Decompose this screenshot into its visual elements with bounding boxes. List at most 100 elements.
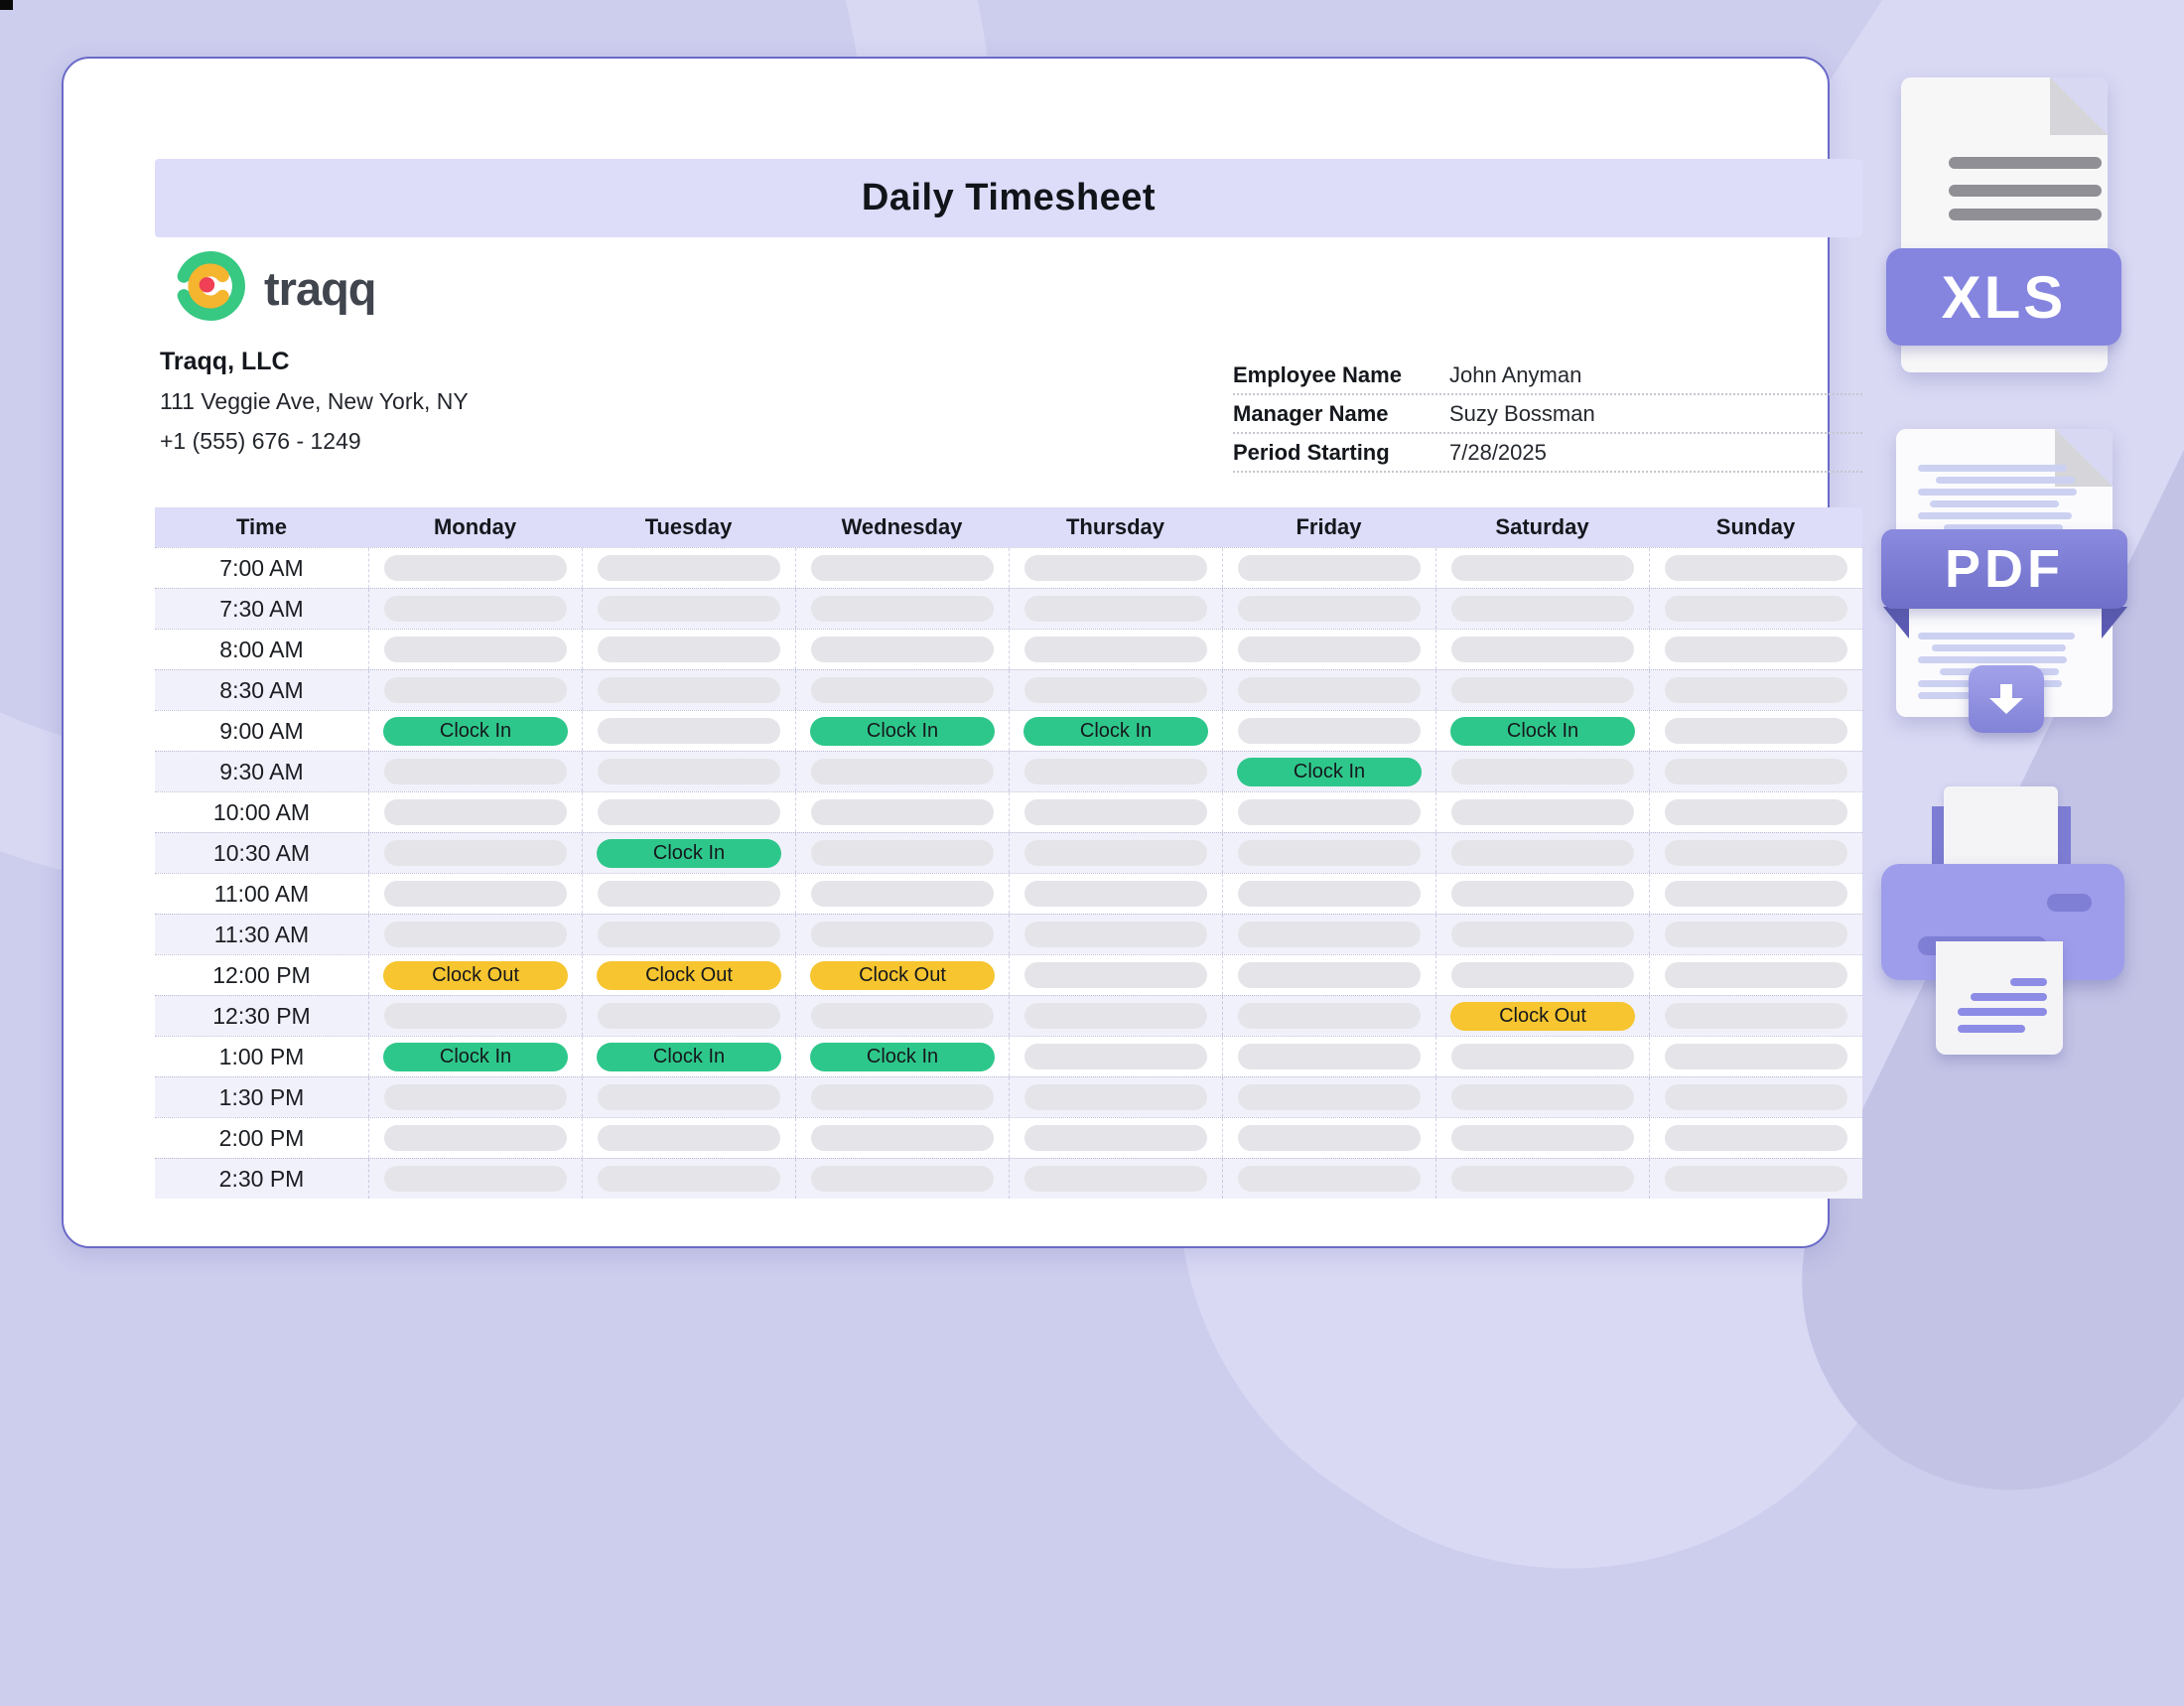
empty-slot-pill[interactable] <box>598 1166 780 1192</box>
empty-slot-pill[interactable] <box>1665 555 1847 581</box>
empty-slot-pill[interactable] <box>1238 637 1421 662</box>
empty-slot-pill[interactable] <box>1024 881 1207 907</box>
empty-slot-pill[interactable] <box>598 799 780 825</box>
empty-slot-pill[interactable] <box>1024 922 1207 947</box>
empty-slot-pill[interactable] <box>1451 1084 1634 1110</box>
clock-out-button[interactable]: Clock Out <box>597 960 781 990</box>
empty-slot-pill[interactable] <box>1024 596 1207 622</box>
empty-slot-pill[interactable] <box>811 555 994 581</box>
empty-slot-pill[interactable] <box>1451 596 1634 622</box>
empty-slot-pill[interactable] <box>598 677 780 703</box>
empty-slot-pill[interactable] <box>1024 799 1207 825</box>
empty-slot-pill[interactable] <box>1238 1125 1421 1151</box>
empty-slot-pill[interactable] <box>384 759 567 784</box>
empty-slot-pill[interactable] <box>1451 677 1634 703</box>
empty-slot-pill[interactable] <box>1665 718 1847 744</box>
empty-slot-pill[interactable] <box>1238 962 1421 988</box>
empty-slot-pill[interactable] <box>811 840 994 866</box>
empty-slot-pill[interactable] <box>1665 759 1847 784</box>
empty-slot-pill[interactable] <box>1238 1166 1421 1192</box>
empty-slot-pill[interactable] <box>384 881 567 907</box>
pdf-export-icon[interactable]: PDF <box>1881 424 2129 737</box>
empty-slot-pill[interactable] <box>1024 637 1207 662</box>
empty-slot-pill[interactable] <box>1451 922 1634 947</box>
empty-slot-pill[interactable] <box>384 1084 567 1110</box>
empty-slot-pill[interactable] <box>1238 922 1421 947</box>
clock-out-button[interactable]: Clock Out <box>383 960 568 990</box>
download-button-icon[interactable] <box>1969 665 2044 733</box>
empty-slot-pill[interactable] <box>384 596 567 622</box>
clock-in-button[interactable]: Clock In <box>1450 716 1635 746</box>
empty-slot-pill[interactable] <box>598 759 780 784</box>
empty-slot-pill[interactable] <box>1665 1003 1847 1029</box>
empty-slot-pill[interactable] <box>1665 1044 1847 1069</box>
empty-slot-pill[interactable] <box>1024 1044 1207 1069</box>
print-icon[interactable] <box>1866 780 2134 1067</box>
empty-slot-pill[interactable] <box>1024 555 1207 581</box>
empty-slot-pill[interactable] <box>384 555 567 581</box>
empty-slot-pill[interactable] <box>384 677 567 703</box>
empty-slot-pill[interactable] <box>1238 718 1421 744</box>
empty-slot-pill[interactable] <box>811 596 994 622</box>
empty-slot-pill[interactable] <box>598 1084 780 1110</box>
empty-slot-pill[interactable] <box>1238 677 1421 703</box>
empty-slot-pill[interactable] <box>598 555 780 581</box>
empty-slot-pill[interactable] <box>1665 881 1847 907</box>
empty-slot-pill[interactable] <box>384 1125 567 1151</box>
empty-slot-pill[interactable] <box>1024 759 1207 784</box>
empty-slot-pill[interactable] <box>1665 1125 1847 1151</box>
empty-slot-pill[interactable] <box>1024 1084 1207 1110</box>
empty-slot-pill[interactable] <box>384 1003 567 1029</box>
empty-slot-pill[interactable] <box>811 677 994 703</box>
empty-slot-pill[interactable] <box>1451 555 1634 581</box>
empty-slot-pill[interactable] <box>811 1166 994 1192</box>
empty-slot-pill[interactable] <box>598 922 780 947</box>
empty-slot-pill[interactable] <box>1024 677 1207 703</box>
empty-slot-pill[interactable] <box>1238 596 1421 622</box>
empty-slot-pill[interactable] <box>1238 1044 1421 1069</box>
empty-slot-pill[interactable] <box>811 1003 994 1029</box>
empty-slot-pill[interactable] <box>1238 555 1421 581</box>
empty-slot-pill[interactable] <box>1451 840 1634 866</box>
empty-slot-pill[interactable] <box>1024 1003 1207 1029</box>
empty-slot-pill[interactable] <box>811 881 994 907</box>
clock-in-button[interactable]: Clock In <box>597 1042 781 1071</box>
empty-slot-pill[interactable] <box>598 881 780 907</box>
empty-slot-pill[interactable] <box>1024 1166 1207 1192</box>
empty-slot-pill[interactable] <box>811 759 994 784</box>
empty-slot-pill[interactable] <box>598 1125 780 1151</box>
clock-in-button[interactable]: Clock In <box>1237 757 1422 786</box>
empty-slot-pill[interactable] <box>1451 1044 1634 1069</box>
empty-slot-pill[interactable] <box>811 1125 994 1151</box>
empty-slot-pill[interactable] <box>598 637 780 662</box>
empty-slot-pill[interactable] <box>811 1084 994 1110</box>
empty-slot-pill[interactable] <box>1238 1084 1421 1110</box>
clock-in-button[interactable]: Clock In <box>810 716 995 746</box>
clock-out-button[interactable]: Clock Out <box>1450 1001 1635 1031</box>
empty-slot-pill[interactable] <box>1238 1003 1421 1029</box>
empty-slot-pill[interactable] <box>1451 759 1634 784</box>
empty-slot-pill[interactable] <box>1238 799 1421 825</box>
empty-slot-pill[interactable] <box>1451 881 1634 907</box>
clock-in-button[interactable]: Clock In <box>383 1042 568 1071</box>
empty-slot-pill[interactable] <box>384 799 567 825</box>
clock-in-button[interactable]: Clock In <box>383 716 568 746</box>
empty-slot-pill[interactable] <box>1024 1125 1207 1151</box>
empty-slot-pill[interactable] <box>1665 799 1847 825</box>
empty-slot-pill[interactable] <box>1451 962 1634 988</box>
empty-slot-pill[interactable] <box>598 1003 780 1029</box>
empty-slot-pill[interactable] <box>384 922 567 947</box>
empty-slot-pill[interactable] <box>1451 637 1634 662</box>
xls-export-icon[interactable]: XLS <box>1881 74 2129 380</box>
empty-slot-pill[interactable] <box>1665 637 1847 662</box>
empty-slot-pill[interactable] <box>1238 840 1421 866</box>
empty-slot-pill[interactable] <box>811 799 994 825</box>
empty-slot-pill[interactable] <box>1451 799 1634 825</box>
empty-slot-pill[interactable] <box>598 718 780 744</box>
empty-slot-pill[interactable] <box>1665 596 1847 622</box>
empty-slot-pill[interactable] <box>1665 1084 1847 1110</box>
empty-slot-pill[interactable] <box>384 1166 567 1192</box>
clock-in-button[interactable]: Clock In <box>597 838 781 868</box>
empty-slot-pill[interactable] <box>1024 840 1207 866</box>
empty-slot-pill[interactable] <box>1665 1166 1847 1192</box>
